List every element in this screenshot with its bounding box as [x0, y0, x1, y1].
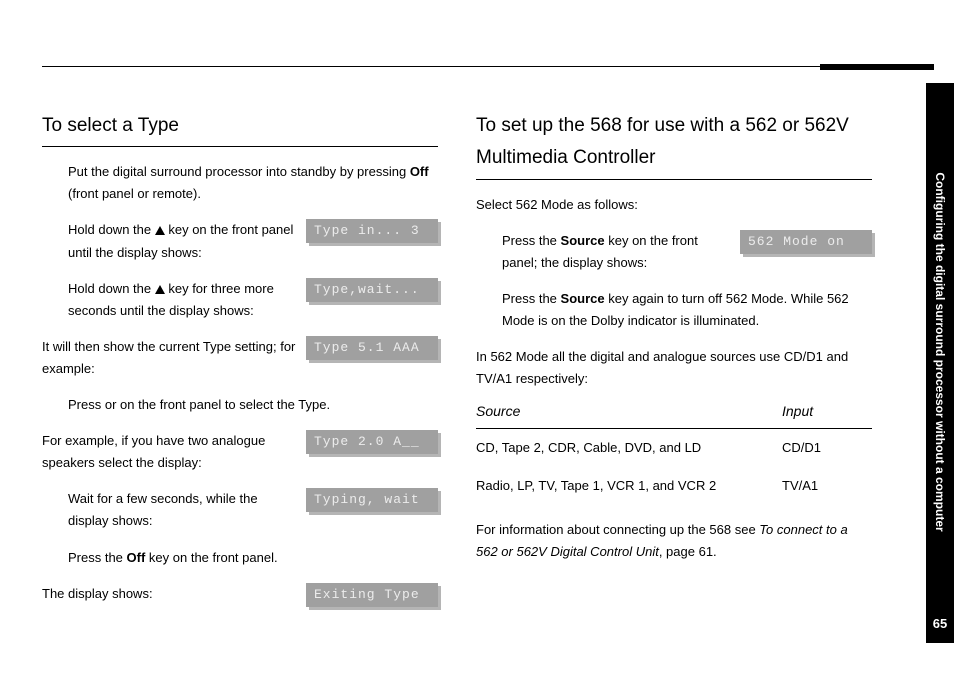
left-heading: To select a Type [42, 110, 438, 147]
example-row: For example, if you have two analogue sp… [42, 430, 438, 474]
source-label: Source [561, 233, 605, 248]
text: Press the [68, 550, 127, 565]
wait-row: Wait for a few seconds, while the displa… [68, 488, 438, 532]
top-rule [42, 66, 820, 67]
col-header-input: Input [782, 400, 872, 424]
text: key on the front panel. [145, 550, 277, 565]
left-column: To select a Type Put the digital surroun… [42, 110, 438, 650]
press-off-line: Press the Off key on the front panel. [68, 547, 438, 569]
lcd-face: Type 5.1 AAA [306, 336, 438, 360]
text: For example, if you have two analogue sp… [42, 430, 296, 474]
left-intro: Put the digital surround processor into … [68, 161, 438, 205]
off-label: Off [127, 550, 146, 565]
xref-line: For information about connecting up the … [476, 519, 872, 563]
content-columns: To select a Type Put the digital surroun… [42, 110, 872, 650]
text: The display shows: [42, 583, 296, 605]
lcd-display: 562 Mode on [740, 230, 872, 254]
step-row-2: Hold down the key for three more seconds… [68, 278, 438, 322]
source-label: Source [561, 291, 605, 306]
cell-source: Radio, LP, TV, Tape 1, VCR 1, and VCR 2 [476, 475, 782, 497]
off-label: Off [410, 164, 429, 179]
manual-page: Configuring the digital surround process… [0, 0, 954, 674]
lcd-display: Type in... 3 [306, 219, 438, 243]
lcd-face: Typing, wait [306, 488, 438, 512]
right-heading: To set up the 568 for use with a 562 or … [476, 110, 872, 180]
table-row: Radio, LP, TV, Tape 1, VCR 1, and VCR 2 … [476, 467, 872, 505]
cell-input: CD/D1 [782, 437, 872, 459]
cell-input: TV/A1 [782, 475, 872, 497]
lcd-face: Type 2.0 A__ [306, 430, 438, 454]
text: , page 61. [659, 544, 717, 559]
lcd-display: Typing, wait [306, 488, 438, 512]
text: (front panel or remote). [68, 186, 201, 201]
page-number: 65 [926, 616, 954, 631]
lcd-face: Exiting Type [306, 583, 438, 607]
col-header-source: Source [476, 400, 782, 424]
table-row: CD, Tape 2, CDR, Cable, DVD, and LD CD/D… [476, 429, 872, 467]
text: Hold down the [68, 222, 155, 237]
lcd-display: Type,wait... [306, 278, 438, 302]
text: Put the digital surround processor into … [68, 164, 410, 179]
mode-explain: In 562 Mode all the digital and analogue… [476, 346, 872, 390]
cell-source: CD, Tape 2, CDR, Cable, DVD, and LD [476, 437, 782, 459]
current-type-row: It will then show the current Type setti… [42, 336, 438, 380]
chapter-label: Configuring the digital surround process… [933, 172, 947, 531]
right-intro: Select 562 Mode as follows: [476, 194, 872, 216]
lcd-display: Type 5.1 AAA [306, 336, 438, 360]
text: Wait for a few seconds, while the displa… [68, 488, 296, 532]
text: Hold down the [68, 281, 155, 296]
select-type-line: Press or on the front panel to select th… [68, 394, 438, 416]
table-header: Source Input [476, 400, 872, 429]
lcd-face: Type in... 3 [306, 219, 438, 243]
text: It will then show the current Type setti… [42, 336, 296, 380]
text: Press the [502, 291, 561, 306]
right-column: To set up the 568 for use with a 562 or … [476, 110, 872, 650]
lcd-face: Type,wait... [306, 278, 438, 302]
top-rule-accent [820, 64, 934, 70]
lcd-display: Type 2.0 A__ [306, 430, 438, 454]
source-input-table: Source Input CD, Tape 2, CDR, Cable, DVD… [476, 400, 872, 505]
text: For information about connecting up the … [476, 522, 759, 537]
source-off-line: Press the Source key again to turn off 5… [502, 288, 872, 332]
up-arrow-icon [155, 226, 165, 235]
source-step-row: Press the Source key on the front panel;… [502, 230, 872, 274]
step-text: Hold down the key for three more seconds… [68, 278, 296, 322]
exit-row: The display shows: Exiting Type [42, 583, 438, 607]
step-text: Press the Source key on the front panel;… [502, 230, 730, 274]
lcd-face: 562 Mode on [740, 230, 872, 254]
step-row-1: Hold down the key on the front panel unt… [68, 219, 438, 263]
step-text: Hold down the key on the front panel unt… [68, 219, 296, 263]
side-tab: Configuring the digital surround process… [926, 83, 954, 643]
up-arrow-icon [155, 285, 165, 294]
text: Press the [502, 233, 561, 248]
lcd-display: Exiting Type [306, 583, 438, 607]
